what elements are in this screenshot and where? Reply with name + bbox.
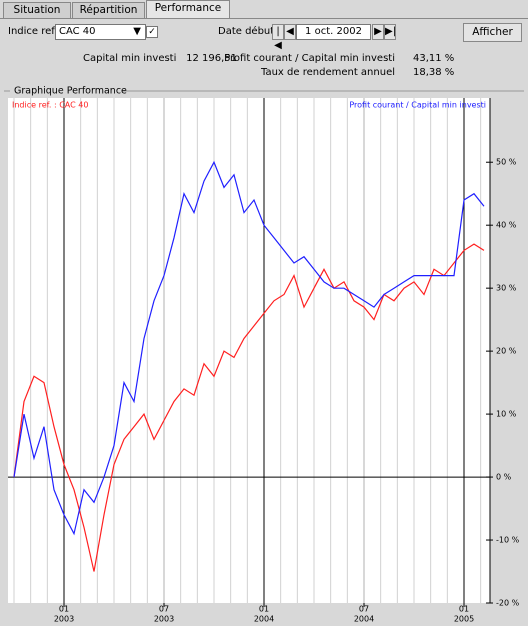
x-tick-label: 01 (259, 605, 269, 614)
stat-label: Taux de rendement annuel (261, 67, 395, 78)
x-tick-label: 2003 (54, 615, 74, 624)
next-button[interactable]: ▶ (372, 24, 384, 40)
legend-entry: Profit courant / Capital min investi (349, 101, 486, 110)
stat-value: 43,11 % (413, 53, 455, 64)
y-tick-label: 0 % (496, 473, 512, 482)
x-tick-label: 07 (359, 605, 369, 614)
date-label: Date début (218, 26, 275, 37)
tab-divider (0, 18, 528, 19)
y-tick-label: -20 % (496, 599, 520, 608)
index-value: CAC 40 (59, 26, 96, 37)
x-tick-label: 2004 (354, 615, 374, 624)
index-select[interactable]: CAC 40 ▼ (55, 24, 146, 40)
tab[interactable]: Performance (146, 0, 230, 19)
stat-label: Capital min investi (83, 53, 177, 64)
dropdown-arrow: ▼ (133, 26, 141, 37)
stat-value: 12 196,51 (186, 53, 237, 64)
index-label: Indice ref. (8, 26, 58, 37)
tab[interactable]: Répartition (72, 2, 145, 18)
group-title-bg (10, 85, 122, 97)
prev-button[interactable]: ◀ (284, 24, 296, 40)
series-line (13, 160, 485, 536)
x-tick-label: 07 (159, 605, 169, 614)
x-tick-label: 2003 (154, 615, 174, 624)
plot-area (8, 98, 490, 603)
y-tick-label: 40 % (496, 221, 517, 230)
first-button[interactable]: |◀ (272, 24, 284, 51)
x-tick-label: 2004 (254, 615, 274, 624)
tab[interactable]: Situation (3, 2, 71, 18)
stat-value: 18,38 % (413, 67, 455, 78)
last-button[interactable]: ▶| (384, 24, 396, 40)
afficher-button[interactable]: Afficher (463, 23, 522, 42)
series-line (13, 243, 485, 572)
x-tick-label: 01 (459, 605, 469, 614)
y-tick-label: 50 % (496, 158, 517, 167)
date-field[interactable]: 1 oct. 2002 (296, 24, 371, 40)
y-tick-label: -10 % (496, 536, 520, 545)
checkbox[interactable]: ✓ (146, 26, 158, 38)
stat-label: Profit courant / Capital min investi (224, 53, 395, 64)
y-tick-label: 30 % (496, 284, 517, 293)
x-tick-label: 2005 (454, 615, 474, 624)
chart-title: Graphique Performance (14, 86, 127, 97)
legend-entry: Indice ref. : CAC 40 (12, 101, 88, 110)
x-tick-label: 01 (59, 605, 69, 614)
y-tick-label: 10 % (496, 410, 517, 419)
y-tick-label: 20 % (496, 347, 517, 356)
